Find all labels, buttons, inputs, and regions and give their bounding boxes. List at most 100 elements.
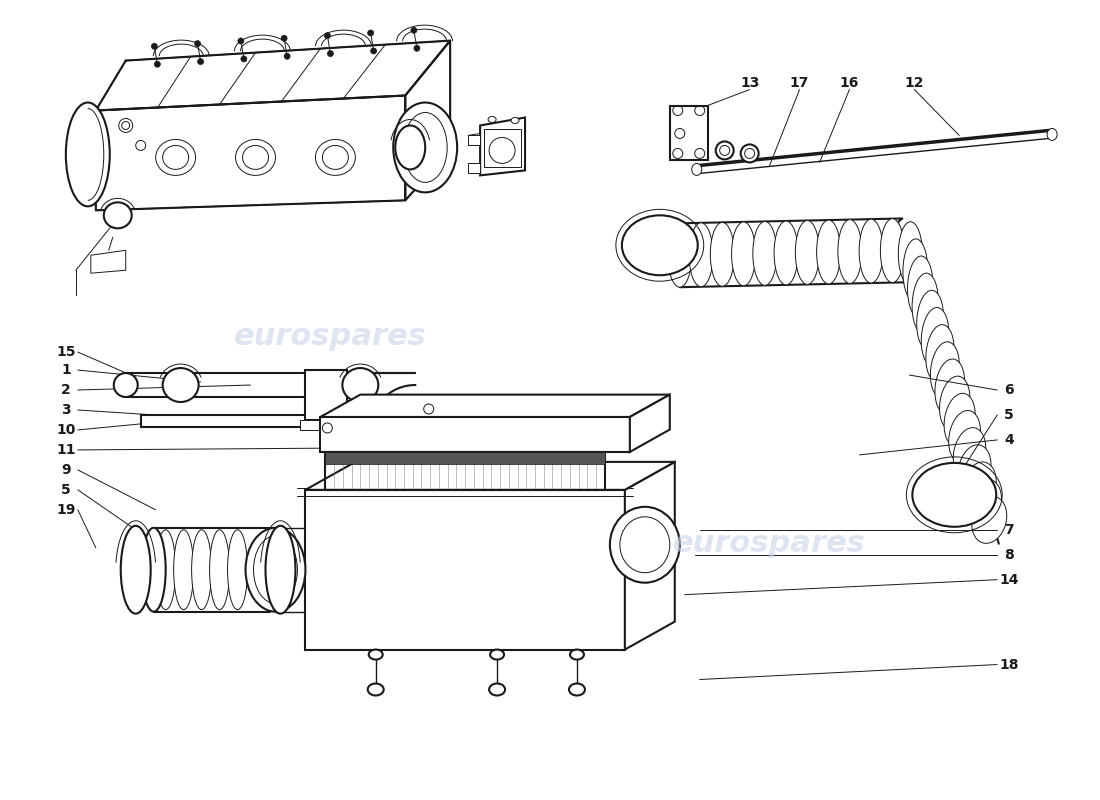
Ellipse shape — [570, 650, 584, 659]
Ellipse shape — [367, 683, 384, 695]
Ellipse shape — [284, 54, 290, 59]
Ellipse shape — [245, 528, 306, 612]
Ellipse shape — [903, 239, 927, 302]
Ellipse shape — [316, 139, 355, 175]
Ellipse shape — [752, 222, 777, 286]
Ellipse shape — [569, 683, 585, 695]
Ellipse shape — [668, 223, 692, 287]
Ellipse shape — [238, 38, 244, 44]
Ellipse shape — [692, 163, 702, 175]
Text: 15: 15 — [56, 345, 76, 359]
Ellipse shape — [899, 222, 923, 286]
Ellipse shape — [113, 373, 138, 397]
Ellipse shape — [163, 368, 199, 402]
Ellipse shape — [195, 41, 200, 46]
Bar — [469, 135, 480, 146]
Ellipse shape — [324, 33, 330, 38]
Ellipse shape — [711, 222, 735, 286]
Ellipse shape — [1047, 129, 1057, 141]
Bar — [484, 130, 521, 167]
Text: 13: 13 — [740, 75, 759, 90]
Ellipse shape — [916, 290, 944, 350]
Text: eurospares: eurospares — [673, 530, 866, 558]
Ellipse shape — [488, 117, 496, 122]
Ellipse shape — [774, 221, 799, 285]
Bar — [469, 163, 480, 174]
Ellipse shape — [962, 462, 997, 511]
Polygon shape — [306, 462, 674, 490]
Bar — [326, 452, 605, 464]
Ellipse shape — [119, 118, 133, 133]
Text: 5: 5 — [60, 483, 70, 497]
Ellipse shape — [328, 50, 333, 57]
Polygon shape — [371, 385, 415, 430]
Ellipse shape — [944, 394, 976, 446]
Ellipse shape — [732, 222, 756, 286]
Ellipse shape — [971, 496, 1006, 543]
Ellipse shape — [282, 35, 287, 42]
Polygon shape — [480, 118, 525, 175]
Ellipse shape — [621, 215, 697, 275]
Text: 8: 8 — [1004, 548, 1014, 562]
Ellipse shape — [371, 48, 376, 54]
Ellipse shape — [609, 507, 680, 582]
Ellipse shape — [967, 479, 1001, 527]
Polygon shape — [306, 370, 348, 420]
Ellipse shape — [922, 307, 949, 366]
Text: 4: 4 — [1004, 433, 1014, 447]
Ellipse shape — [689, 223, 713, 286]
Ellipse shape — [939, 376, 970, 430]
Text: 6: 6 — [1004, 383, 1014, 397]
Ellipse shape — [424, 404, 433, 414]
Ellipse shape — [66, 102, 110, 206]
Ellipse shape — [156, 139, 196, 175]
Ellipse shape — [228, 530, 248, 610]
Ellipse shape — [838, 220, 861, 283]
Polygon shape — [405, 41, 450, 200]
Polygon shape — [306, 490, 625, 650]
Ellipse shape — [210, 530, 230, 610]
Text: 19: 19 — [56, 503, 76, 517]
Text: 18: 18 — [1000, 658, 1019, 671]
Ellipse shape — [912, 463, 997, 526]
Ellipse shape — [174, 530, 194, 610]
Polygon shape — [300, 420, 352, 430]
Ellipse shape — [154, 62, 161, 67]
Ellipse shape — [156, 530, 176, 610]
Polygon shape — [96, 95, 405, 210]
Ellipse shape — [795, 221, 820, 285]
Ellipse shape — [954, 428, 986, 479]
Text: 11: 11 — [56, 443, 76, 457]
Text: 10: 10 — [56, 423, 76, 437]
Ellipse shape — [367, 30, 374, 36]
Ellipse shape — [235, 139, 275, 175]
Ellipse shape — [152, 43, 157, 50]
Ellipse shape — [191, 530, 211, 610]
Ellipse shape — [368, 650, 383, 659]
Bar — [326, 452, 605, 490]
Text: eurospares: eurospares — [234, 322, 427, 350]
Ellipse shape — [512, 118, 519, 123]
Ellipse shape — [816, 220, 840, 284]
Ellipse shape — [716, 142, 734, 159]
Ellipse shape — [490, 683, 505, 695]
Ellipse shape — [121, 526, 151, 614]
Ellipse shape — [931, 342, 959, 398]
Text: 7: 7 — [1004, 522, 1014, 537]
Ellipse shape — [241, 56, 246, 62]
Ellipse shape — [411, 27, 417, 34]
Ellipse shape — [265, 526, 296, 614]
Ellipse shape — [948, 410, 980, 462]
Ellipse shape — [198, 58, 204, 65]
Text: 9: 9 — [60, 463, 70, 477]
Ellipse shape — [135, 141, 145, 150]
Text: 17: 17 — [790, 75, 810, 90]
Polygon shape — [670, 106, 707, 161]
Ellipse shape — [740, 145, 759, 162]
Text: 16: 16 — [839, 75, 859, 90]
Ellipse shape — [142, 528, 166, 612]
Polygon shape — [91, 250, 125, 274]
Polygon shape — [320, 417, 630, 452]
Polygon shape — [141, 415, 350, 427]
Ellipse shape — [395, 126, 426, 170]
